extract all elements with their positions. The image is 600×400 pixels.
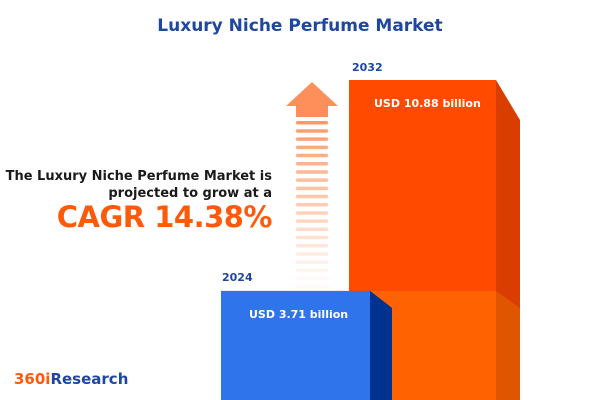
value-label-2024: USD 3.71 billion bbox=[249, 307, 349, 321]
growth-arrow-icon bbox=[286, 82, 338, 289]
arrow-stripe bbox=[296, 244, 328, 248]
bar-2024-side bbox=[370, 290, 392, 400]
arrow-stripe bbox=[296, 268, 328, 273]
arrow-stripe bbox=[296, 153, 328, 158]
description-line-1: The Luxury Niche Perfume Market is bbox=[5, 169, 272, 184]
arrow-stripe bbox=[296, 121, 328, 125]
bar-2024 bbox=[221, 290, 370, 400]
arrow-stripe bbox=[296, 211, 328, 215]
cagr-value: CAGR 14.38% bbox=[56, 200, 273, 234]
arrow-stripe bbox=[296, 194, 328, 199]
year-label-2024: 2024 bbox=[222, 270, 253, 284]
arrow-head bbox=[286, 82, 338, 117]
arrow-stripe bbox=[296, 276, 328, 281]
arrow-stripe bbox=[296, 235, 328, 240]
arrow-stripe bbox=[296, 252, 328, 256]
year-label-2032: 2032 bbox=[352, 61, 383, 74]
value-label-2032: USD 10.88 billion bbox=[374, 97, 481, 110]
arrow-stripe bbox=[296, 170, 328, 174]
arrow-stripe bbox=[296, 186, 328, 191]
logo-prefix: 360i bbox=[14, 370, 51, 388]
arrow-stripe bbox=[296, 178, 328, 182]
logo-suffix: Research bbox=[50, 370, 129, 388]
page-title: Luxury Niche Perfume Market bbox=[157, 16, 443, 36]
arrow-stripe bbox=[296, 260, 328, 264]
arrow-stripe bbox=[296, 137, 328, 141]
arrow-stripe bbox=[296, 129, 328, 133]
arrow-stripe bbox=[296, 162, 328, 166]
description-line-2: projected to grow at a bbox=[108, 186, 272, 201]
arrow-stripe bbox=[296, 145, 328, 150]
arrow-stripe bbox=[296, 227, 328, 232]
description: The Luxury Niche Perfume Market is proje… bbox=[6, 168, 272, 202]
arrow-stripe bbox=[296, 285, 328, 289]
bar-2032-lower-side bbox=[496, 290, 520, 400]
brand-logo: 360iResearch bbox=[14, 370, 128, 388]
arrow-stripe bbox=[296, 219, 328, 223]
arrow-stripe bbox=[296, 203, 328, 207]
